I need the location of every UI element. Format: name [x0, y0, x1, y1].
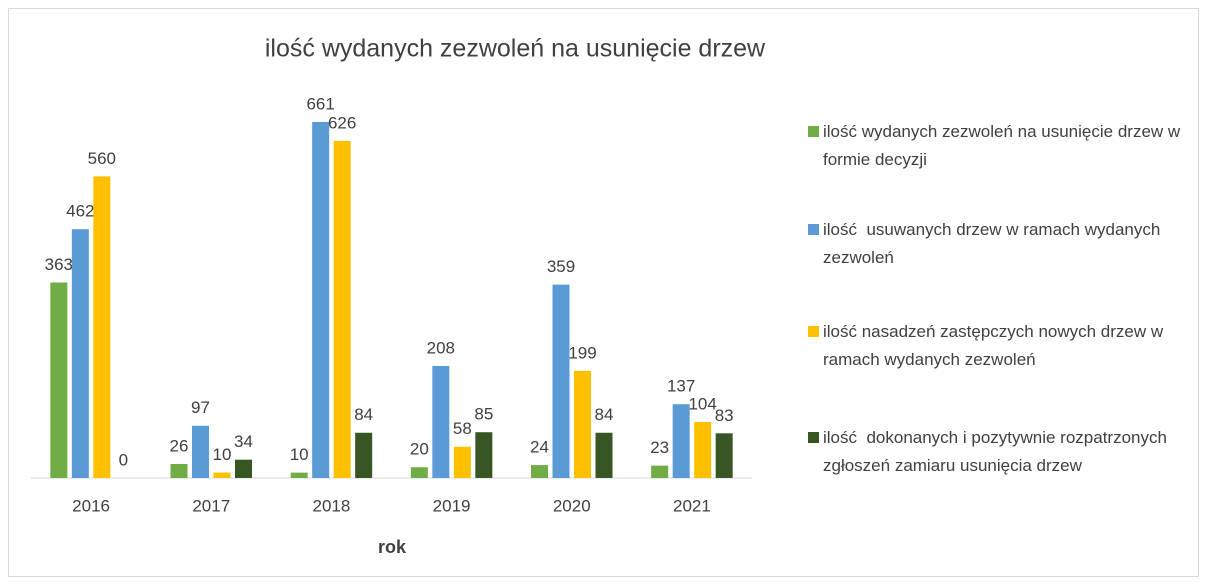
bar	[715, 433, 733, 478]
data-label: 10	[290, 445, 309, 464]
bar	[531, 465, 548, 478]
legend-swatch	[808, 326, 819, 337]
data-label: 84	[595, 405, 614, 424]
x-tick-label: 2021	[673, 496, 711, 515]
legend-swatch	[808, 432, 819, 443]
x-tick-label: 2017	[192, 496, 230, 515]
bar	[651, 465, 669, 478]
legend-label: ilość usuwanych drzew w ramach wydanych …	[823, 220, 1166, 267]
legend-item: ilość usuwanych drzew w ramach wydanych …	[808, 216, 1188, 272]
data-label: 23	[650, 438, 669, 457]
legend-item: ilość nasadzeń zastępczych nowych drzew …	[808, 318, 1188, 374]
legend-swatch	[808, 224, 819, 235]
x-tick-label: 2019	[433, 496, 471, 515]
data-label: 58	[453, 419, 472, 438]
data-label: 137	[667, 377, 695, 396]
bar	[192, 425, 209, 478]
legend-label: ilość dokonanych i pozytywnie rozpatrzon…	[823, 428, 1172, 475]
bar	[453, 446, 471, 478]
data-label: 34	[234, 432, 253, 451]
data-label: 363	[45, 255, 73, 274]
bar	[432, 365, 450, 478]
bar	[355, 432, 373, 478]
data-label: 626	[328, 113, 356, 132]
data-label: 462	[66, 202, 94, 221]
data-label: 661	[306, 94, 334, 113]
data-label: 10	[213, 445, 232, 464]
data-label: 560	[88, 149, 116, 168]
chart-title: ilość wydanych zezwoleń na usunięcie drz…	[265, 35, 766, 63]
data-label: 199	[568, 343, 596, 362]
bar	[333, 140, 351, 478]
legend-label: ilość wydanych zezwoleń na usunięcie drz…	[823, 122, 1185, 169]
bar	[290, 472, 308, 478]
bar	[213, 472, 231, 478]
bar	[574, 370, 591, 478]
bar	[552, 284, 570, 478]
bar	[672, 404, 690, 478]
bar	[694, 421, 712, 478]
bar	[235, 459, 252, 478]
data-label: 104	[688, 394, 716, 413]
bar	[475, 432, 493, 478]
data-label: 26	[170, 436, 189, 455]
bar	[595, 432, 613, 478]
bar	[170, 463, 188, 478]
bar	[71, 229, 89, 478]
x-axis-title: rok	[378, 537, 407, 557]
data-label: 24	[530, 438, 549, 457]
x-tick-label: 2020	[553, 496, 591, 515]
bar	[50, 282, 68, 478]
legend-item: ilość dokonanych i pozytywnie rozpatrzon…	[808, 424, 1188, 480]
x-tick-label: 2016	[72, 496, 110, 515]
bar	[410, 467, 428, 478]
data-label: 85	[474, 405, 493, 424]
data-label: 97	[191, 398, 210, 417]
data-label: 83	[715, 406, 734, 425]
x-tick-label: 2018	[313, 496, 351, 515]
chart-frame	[8, 8, 1199, 577]
data-label: 0	[119, 450, 128, 469]
data-label: 359	[547, 257, 575, 276]
bar	[312, 122, 330, 479]
data-label: 20	[410, 440, 429, 459]
data-label: 208	[427, 338, 455, 357]
data-label: 84	[354, 405, 373, 424]
legend-swatch	[808, 126, 819, 137]
legend-item: ilość wydanych zezwoleń na usunięcie drz…	[808, 118, 1188, 174]
legend-label: ilość nasadzeń zastępczych nowych drzew …	[823, 322, 1168, 369]
bar	[93, 176, 111, 478]
